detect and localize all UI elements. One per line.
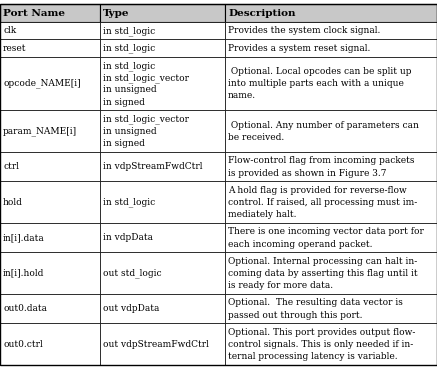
Bar: [225, 294, 437, 323]
Bar: [0, 23, 100, 39]
Text: coming data by asserting this flag until it: coming data by asserting this flag until…: [228, 269, 418, 278]
Bar: [100, 152, 225, 182]
Bar: [225, 39, 437, 56]
Text: param_NAME[i]: param_NAME[i]: [3, 127, 77, 136]
Text: Optional. Local opcodes can be split up: Optional. Local opcodes can be split up: [228, 67, 412, 76]
Text: opcode_NAME[i]: opcode_NAME[i]: [3, 79, 80, 88]
Bar: [100, 182, 225, 223]
Bar: [225, 323, 437, 365]
Text: in[i].hold: in[i].hold: [3, 269, 45, 278]
Text: in std_logic: in std_logic: [103, 26, 155, 36]
Bar: [100, 110, 225, 152]
Bar: [0, 56, 100, 110]
Text: out std_logic: out std_logic: [103, 268, 162, 278]
Text: Flow-control flag from incoming packets: Flow-control flag from incoming packets: [228, 156, 415, 165]
Bar: [0, 252, 100, 294]
Bar: [225, 23, 437, 39]
Text: Optional. Any number of parameters can: Optional. Any number of parameters can: [228, 121, 419, 130]
Text: control signals. This is only needed if in-: control signals. This is only needed if …: [228, 340, 413, 349]
Bar: [100, 56, 225, 110]
Bar: [100, 223, 225, 252]
Text: in std_logic: in std_logic: [103, 61, 155, 70]
Text: name.: name.: [228, 92, 256, 100]
Text: in signed: in signed: [103, 139, 145, 148]
Text: Optional. This port provides output flow-: Optional. This port provides output flow…: [228, 328, 416, 337]
Bar: [100, 323, 225, 365]
Text: in std_logic_vector: in std_logic_vector: [103, 73, 189, 83]
Text: out0.data: out0.data: [3, 304, 47, 313]
Text: There is one incoming vector data port for: There is one incoming vector data port f…: [228, 227, 424, 236]
Bar: [0, 323, 100, 365]
Text: in std_logic: in std_logic: [103, 43, 155, 53]
Bar: [0, 4, 100, 23]
Bar: [225, 252, 437, 294]
Bar: [100, 23, 225, 39]
Text: Port Name: Port Name: [3, 8, 65, 18]
Bar: [0, 39, 100, 56]
Bar: [225, 110, 437, 152]
Text: hold: hold: [3, 198, 23, 207]
Text: Type: Type: [103, 8, 129, 18]
Text: in unsigned: in unsigned: [103, 85, 156, 94]
Text: in unsigned: in unsigned: [103, 127, 156, 136]
Text: control. If raised, all processing must im-: control. If raised, all processing must …: [228, 198, 417, 207]
Bar: [0, 110, 100, 152]
Text: A hold flag is provided for reverse-flow: A hold flag is provided for reverse-flow: [228, 186, 407, 195]
Text: is ready for more data.: is ready for more data.: [228, 281, 333, 290]
Text: Provides a system reset signal.: Provides a system reset signal.: [228, 44, 371, 52]
Text: clk: clk: [3, 27, 16, 35]
Text: in vdpData: in vdpData: [103, 233, 153, 242]
Text: mediately halt.: mediately halt.: [228, 210, 296, 219]
Bar: [225, 182, 437, 223]
Bar: [225, 4, 437, 23]
Bar: [225, 223, 437, 252]
Text: ctrl: ctrl: [3, 162, 19, 171]
Text: in signed: in signed: [103, 97, 145, 107]
Text: out vdpStreamFwdCtrl: out vdpStreamFwdCtrl: [103, 340, 209, 349]
Text: be received.: be received.: [228, 133, 284, 142]
Text: in vdpStreamFwdCtrl: in vdpStreamFwdCtrl: [103, 162, 202, 171]
Bar: [100, 39, 225, 56]
Text: reset: reset: [3, 44, 27, 52]
Text: out0.ctrl: out0.ctrl: [3, 340, 43, 349]
Text: in[i].data: in[i].data: [3, 233, 45, 242]
Text: Description: Description: [228, 8, 295, 18]
Bar: [0, 182, 100, 223]
Text: passed out through this port.: passed out through this port.: [228, 311, 363, 320]
Bar: [225, 152, 437, 182]
Text: each incoming operand packet.: each incoming operand packet.: [228, 239, 372, 249]
Bar: [100, 294, 225, 323]
Text: in std_logic: in std_logic: [103, 197, 155, 207]
Bar: [0, 152, 100, 182]
Text: is provided as shown in Figure 3.7: is provided as shown in Figure 3.7: [228, 169, 386, 177]
Text: in std_logic_vector: in std_logic_vector: [103, 115, 189, 124]
Bar: [100, 4, 225, 23]
Text: Optional. Internal processing can halt in-: Optional. Internal processing can halt i…: [228, 257, 417, 266]
Text: into multiple parts each with a unique: into multiple parts each with a unique: [228, 79, 404, 88]
Bar: [0, 294, 100, 323]
Text: Optional.  The resulting data vector is: Optional. The resulting data vector is: [228, 298, 403, 307]
Text: Provides the system clock signal.: Provides the system clock signal.: [228, 27, 380, 35]
Bar: [100, 252, 225, 294]
Text: out vdpData: out vdpData: [103, 304, 160, 313]
Bar: [0, 223, 100, 252]
Text: ternal processing latency is variable.: ternal processing latency is variable.: [228, 352, 398, 361]
Bar: [225, 56, 437, 110]
